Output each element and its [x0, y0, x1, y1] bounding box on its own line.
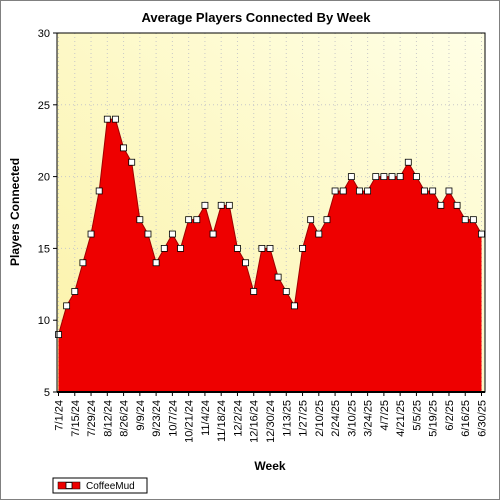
series-markers: [55, 115, 485, 338]
data-point: [250, 288, 258, 295]
data-point: [79, 259, 87, 267]
x-tick-label: 7/29/24: [86, 400, 98, 437]
data-point: [372, 173, 380, 181]
data-point: [291, 302, 298, 310]
data-point: [331, 187, 339, 195]
data-point: [201, 201, 209, 209]
data-point: [364, 187, 372, 195]
legend-label: CoffeeMud: [86, 481, 135, 492]
x-tick-labels: 7/1/24 7/15/24 7/29/24 8/12/24 8/26/24 9/9/24…: [54, 392, 489, 443]
y-tick-label: 25: [38, 100, 50, 112]
data-point: [323, 216, 331, 224]
x-tick-label: 7/15/24: [70, 400, 82, 437]
data-point: [388, 173, 396, 181]
x-tick-label: 6/30/25: [477, 400, 489, 437]
data-point: [144, 230, 152, 238]
y-tick-label: 30: [38, 28, 50, 40]
y-axis-label: Players Connected: [8, 158, 22, 266]
data-point: [347, 173, 355, 181]
data-point: [404, 158, 412, 166]
data-point: [112, 115, 119, 123]
data-point: [120, 144, 127, 152]
x-tick-label: 11/4/24: [200, 400, 212, 436]
data-point: [95, 187, 103, 195]
data-point: [234, 244, 241, 252]
data-point: [461, 216, 469, 224]
x-tick-label: 3/24/25: [363, 400, 375, 437]
x-tick-label: 5/19/25: [428, 400, 440, 437]
x-tick-label: 8/12/24: [102, 400, 114, 437]
x-tick-label: 12/16/24: [249, 400, 261, 443]
x-tick-label: 6/16/25: [460, 400, 472, 437]
x-tick-label: 2/10/25: [314, 400, 326, 437]
x-tick-label: 6/2/25: [444, 400, 456, 431]
data-point: [258, 244, 266, 252]
data-point: [217, 201, 225, 209]
y-tick-label: 20: [38, 172, 50, 184]
x-tick-label: 8/26/24: [119, 400, 131, 437]
data-point: [266, 244, 274, 252]
x-tick-label: 12/30/24: [265, 400, 277, 443]
x-tick-label: 11/18/24: [216, 400, 228, 442]
y-tick-label: 10: [38, 315, 50, 327]
x-tick-label: 9/23/24: [151, 400, 163, 437]
data-point: [380, 173, 388, 181]
data-point: [315, 230, 323, 238]
data-point: [437, 201, 445, 209]
data-point: [185, 216, 193, 224]
data-point: [55, 331, 62, 338]
x-axis-label: Week: [254, 459, 285, 473]
data-point: [339, 187, 347, 195]
data-point: [209, 230, 217, 238]
data-point: [421, 187, 428, 195]
data-point: [168, 230, 176, 238]
data-point: [478, 230, 485, 238]
data-point: [274, 273, 282, 281]
data-point: [152, 259, 160, 267]
x-tick-label: 10/21/24: [184, 400, 196, 443]
chart-title: Average Players Connected By Week: [141, 10, 371, 25]
data-point: [356, 187, 363, 195]
data-point: [136, 216, 144, 224]
data-point: [242, 259, 249, 267]
legend: CoffeeMud: [52, 477, 148, 494]
y-tick-label: 15: [38, 243, 50, 255]
data-point: [160, 244, 168, 252]
y-tick-label: 5: [44, 387, 50, 399]
x-tick-label: 1/27/25: [298, 400, 310, 437]
axes: [56, 32, 486, 393]
x-tick-label: 4/21/25: [395, 400, 407, 437]
data-point: [307, 216, 315, 224]
data-point: [103, 115, 111, 123]
data-point: [177, 244, 184, 252]
x-tick-label: 7/1/24: [54, 400, 66, 431]
data-point: [282, 288, 290, 295]
data-point: [445, 187, 453, 195]
area-fill: [58, 119, 482, 392]
data-point: [128, 158, 136, 166]
data-point: [225, 201, 233, 209]
data-point: [63, 302, 71, 310]
x-tick-label: 1/13/25: [281, 400, 293, 437]
data-point: [413, 173, 420, 181]
x-tick-label: 10/7/24: [167, 400, 179, 437]
data-point: [453, 201, 461, 209]
data-point: [396, 173, 404, 181]
data-point: [71, 288, 79, 295]
data-point: [299, 244, 306, 252]
x-tick-label: 12/2/24: [232, 400, 244, 437]
x-tick-label: 9/9/24: [135, 400, 147, 431]
x-tick-label: 5/5/25: [411, 400, 423, 431]
y-tick-labels: 5 10 15 20 25 30: [38, 28, 57, 399]
data-point: [429, 187, 437, 195]
x-tick-label: 4/7/25: [379, 400, 391, 431]
legend-marker: [65, 482, 73, 489]
x-tick-label: 2/24/25: [330, 400, 342, 437]
data-point: [87, 230, 95, 238]
data-point: [193, 216, 201, 224]
x-tick-label: 3/10/25: [346, 400, 358, 437]
data-point: [469, 216, 477, 224]
